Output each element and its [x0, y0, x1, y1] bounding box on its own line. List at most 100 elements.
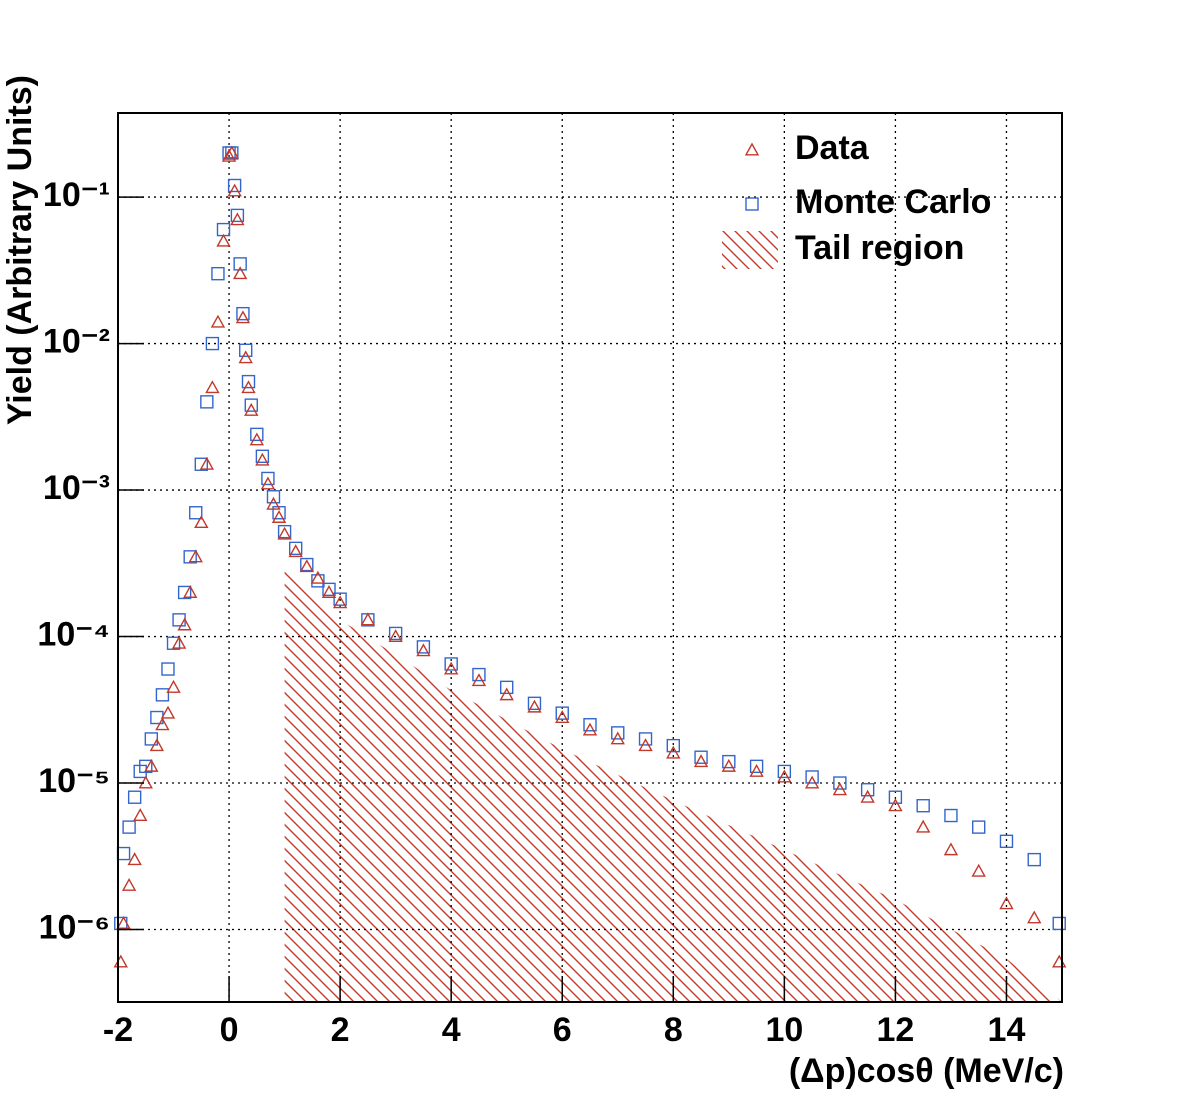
y-tick-label: 10⁻⁵	[38, 762, 110, 800]
data-point	[288, 544, 303, 558]
data-point	[805, 770, 819, 784]
x-tick-label: -2	[103, 1011, 133, 1049]
y-tick-label: 10⁻¹	[43, 176, 110, 214]
data-point	[300, 557, 314, 572]
data-point	[266, 490, 281, 504]
data-point	[261, 471, 275, 486]
data-point	[333, 592, 347, 606]
data-point	[211, 266, 225, 281]
data-point	[322, 582, 336, 597]
data-point	[860, 783, 875, 797]
data-point	[166, 679, 181, 693]
data-point	[177, 585, 192, 600]
data-point	[277, 526, 292, 540]
data-point	[116, 846, 131, 861]
data-point	[161, 662, 175, 676]
legend-label: Tail region	[795, 229, 964, 267]
data-point	[177, 617, 192, 631]
data-point	[999, 834, 1014, 849]
data-point	[610, 731, 625, 745]
legend-label: Data	[795, 129, 870, 167]
data-point	[113, 954, 128, 968]
data-point	[272, 506, 286, 520]
data-point	[188, 549, 203, 563]
data-point	[205, 380, 220, 394]
data-point	[666, 738, 680, 753]
data-point	[500, 680, 514, 695]
x-tick-label: 12	[876, 1011, 914, 1049]
x-tick-label: 10	[765, 1011, 803, 1049]
data-point	[121, 877, 137, 891]
data-point	[694, 750, 708, 764]
data-point	[139, 759, 153, 774]
data-point	[444, 657, 458, 671]
data-point	[666, 745, 681, 759]
data-point	[471, 673, 487, 687]
data-point	[722, 754, 736, 769]
data-point	[171, 635, 187, 649]
data-point	[210, 314, 226, 328]
data-point	[583, 718, 597, 732]
data-point	[155, 688, 170, 702]
data-point	[832, 782, 848, 796]
plot-frame	[117, 112, 1063, 1003]
legend-swatch	[722, 231, 778, 269]
data-point	[194, 457, 208, 471]
data-point	[189, 506, 203, 520]
data-point	[227, 183, 242, 197]
data-point	[611, 726, 625, 740]
data-point	[205, 336, 220, 351]
legend-marker	[745, 197, 759, 211]
data-point	[127, 790, 142, 804]
data-point	[944, 808, 958, 823]
data-point	[1027, 910, 1042, 924]
data-point	[266, 496, 281, 510]
y-axis-label: Yield (Arbitrary Units)	[1, 75, 39, 425]
data-point	[255, 449, 270, 463]
data-point	[638, 738, 653, 752]
data-point	[239, 343, 253, 357]
data-point	[233, 257, 247, 271]
data-point	[388, 629, 403, 643]
data-point	[833, 776, 847, 790]
data-point	[149, 738, 165, 752]
data-point	[200, 395, 214, 409]
y-tick-label: 10⁻³	[43, 469, 110, 507]
data-point	[527, 699, 542, 713]
data-point	[693, 754, 709, 768]
data-point	[777, 764, 792, 779]
data-point	[416, 643, 431, 657]
data-point	[244, 402, 259, 416]
data-point	[232, 266, 248, 280]
y-tick-label: 10⁻⁴	[37, 616, 110, 654]
data-point	[271, 510, 287, 523]
data-point	[582, 722, 598, 736]
data-point	[122, 820, 136, 834]
data-point	[224, 145, 240, 159]
data-point	[999, 896, 1014, 910]
x-tick-label: 4	[442, 1011, 461, 1049]
data-point	[255, 452, 270, 466]
data-point	[416, 640, 431, 654]
data-point	[250, 427, 264, 442]
data-point	[888, 798, 903, 812]
x-tick-label: 0	[220, 1011, 239, 1049]
data-point	[499, 687, 514, 701]
data-point	[638, 732, 653, 746]
data-point	[1052, 954, 1067, 968]
x-tick-label: 14	[988, 1011, 1026, 1049]
data-point	[777, 769, 792, 783]
data-point	[888, 790, 903, 804]
data-point	[332, 595, 348, 609]
legend-marker	[744, 142, 760, 156]
data-point	[321, 585, 337, 598]
data-point	[310, 570, 326, 584]
data-point	[144, 732, 159, 746]
data-point	[555, 706, 569, 720]
data-point	[721, 758, 737, 772]
data-point	[804, 775, 820, 789]
data-point	[230, 208, 245, 223]
data-point	[360, 612, 376, 626]
data-point	[288, 541, 303, 556]
